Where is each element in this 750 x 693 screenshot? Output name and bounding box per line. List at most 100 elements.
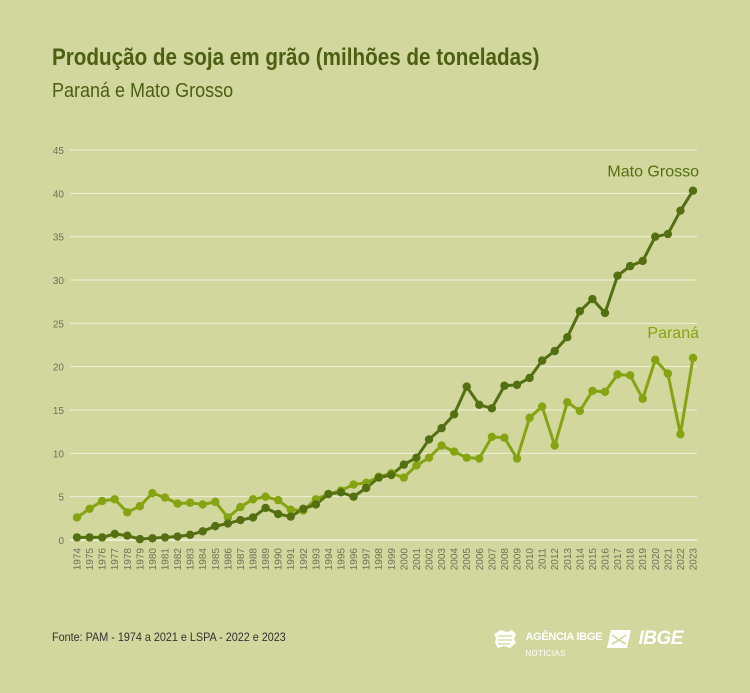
data-point bbox=[550, 346, 559, 356]
agencia-ibge-logo: AGÊNCIA IBGE NOTÍCIAS bbox=[492, 628, 602, 660]
x-tick-label: 1995 bbox=[337, 548, 348, 571]
data-point bbox=[324, 489, 333, 499]
data-point bbox=[135, 534, 145, 544]
x-tick-label: 1998 bbox=[374, 548, 385, 571]
data-point bbox=[487, 432, 497, 442]
series-line bbox=[77, 189, 695, 541]
y-tick-label: 5 bbox=[58, 493, 64, 504]
data-point bbox=[261, 492, 270, 501]
data-point bbox=[248, 495, 258, 504]
x-tick-label: 2013 bbox=[563, 548, 574, 571]
data-point bbox=[412, 453, 421, 462]
data-point bbox=[575, 406, 585, 416]
x-tick-label: 2022 bbox=[676, 548, 687, 571]
data-point bbox=[148, 534, 157, 543]
data-point bbox=[299, 504, 308, 513]
x-tick-label: 2007 bbox=[487, 548, 498, 571]
source-note: Fonte: PAM - 1974 a 2021 e LSPA - 2022 e… bbox=[52, 630, 286, 644]
x-tick-label: 1984 bbox=[198, 548, 209, 571]
data-point bbox=[148, 489, 157, 498]
x-tick-label: 1993 bbox=[311, 548, 322, 571]
data-point bbox=[676, 430, 685, 439]
data-point bbox=[72, 533, 82, 542]
data-point bbox=[475, 454, 484, 463]
y-tick-label: 15 bbox=[53, 406, 65, 417]
data-point bbox=[462, 382, 471, 391]
data-point bbox=[160, 533, 170, 542]
data-point bbox=[311, 500, 321, 509]
data-point bbox=[85, 533, 94, 542]
data-point bbox=[487, 404, 497, 413]
data-point bbox=[688, 186, 698, 195]
data-point bbox=[286, 505, 295, 514]
data-point bbox=[663, 369, 673, 378]
data-point bbox=[600, 308, 610, 318]
data-point bbox=[449, 410, 459, 419]
data-point bbox=[110, 529, 119, 539]
data-point bbox=[563, 398, 572, 407]
data-point bbox=[412, 461, 421, 470]
data-point bbox=[399, 473, 409, 482]
data-point bbox=[261, 503, 270, 513]
data-point bbox=[638, 256, 647, 266]
y-tick-label: 40 bbox=[53, 189, 65, 200]
x-tick-label: 1980 bbox=[148, 548, 159, 571]
x-tick-label: 1976 bbox=[98, 548, 109, 571]
data-point bbox=[236, 515, 245, 525]
y-tick-label: 45 bbox=[53, 146, 65, 157]
series-line bbox=[76, 357, 695, 519]
x-tick-label: 2011 bbox=[538, 548, 549, 570]
x-tick-label: 2020 bbox=[651, 548, 662, 571]
x-tick-label: 1987 bbox=[236, 548, 247, 571]
ibge-wordmark: IBGE bbox=[638, 628, 683, 649]
data-point bbox=[387, 470, 396, 480]
data-point bbox=[613, 370, 622, 379]
data-point bbox=[462, 453, 471, 462]
x-tick-label: 2010 bbox=[525, 548, 536, 571]
data-point bbox=[437, 441, 446, 450]
agencia-logo-line1: AGÊNCIA IBGE bbox=[525, 631, 603, 643]
data-point bbox=[236, 502, 245, 512]
series-lines bbox=[76, 189, 695, 541]
data-point bbox=[575, 307, 585, 316]
agencia-ibge-mark-icon bbox=[494, 630, 516, 648]
data-point bbox=[349, 492, 358, 501]
x-tick-label: 1997 bbox=[362, 548, 373, 571]
x-tick-label: 2023 bbox=[689, 548, 700, 571]
data-point bbox=[500, 381, 509, 390]
data-point bbox=[437, 424, 446, 433]
data-point bbox=[651, 232, 660, 241]
data-point bbox=[525, 413, 534, 422]
x-tick-label: 2012 bbox=[550, 548, 561, 571]
data-point bbox=[449, 447, 459, 456]
data-point bbox=[173, 499, 182, 508]
ibge-mark-icon bbox=[607, 630, 631, 648]
y-tick-label: 35 bbox=[53, 233, 65, 244]
x-tick-label: 1990 bbox=[274, 548, 285, 571]
agencia-logo-line2: NOTÍCIAS bbox=[525, 649, 566, 658]
data-point bbox=[512, 454, 522, 463]
data-point bbox=[185, 498, 195, 507]
data-point bbox=[273, 509, 283, 519]
data-point bbox=[588, 294, 597, 304]
data-point bbox=[273, 495, 283, 505]
data-point bbox=[211, 497, 220, 507]
data-point bbox=[688, 353, 698, 363]
y-tick-label: 30 bbox=[53, 276, 65, 287]
x-tick-label: 1974 bbox=[73, 548, 84, 571]
x-tick-label: 1977 bbox=[110, 548, 121, 571]
data-point bbox=[123, 508, 132, 517]
series-labels: Mato Grosso Paraná bbox=[607, 164, 699, 342]
series-label: Paraná bbox=[647, 325, 699, 342]
x-tick-label: 2014 bbox=[575, 548, 586, 571]
x-tick-label: 1985 bbox=[211, 548, 222, 571]
data-point bbox=[563, 333, 572, 342]
x-tick-label: 2017 bbox=[613, 548, 624, 571]
data-point bbox=[286, 512, 295, 521]
data-point bbox=[248, 513, 258, 522]
x-tick-label: 1983 bbox=[186, 548, 197, 571]
data-point bbox=[625, 371, 635, 380]
x-tick-label: 1981 bbox=[161, 548, 172, 571]
ibge-logo: IBGE bbox=[606, 628, 683, 650]
data-point bbox=[537, 402, 547, 411]
